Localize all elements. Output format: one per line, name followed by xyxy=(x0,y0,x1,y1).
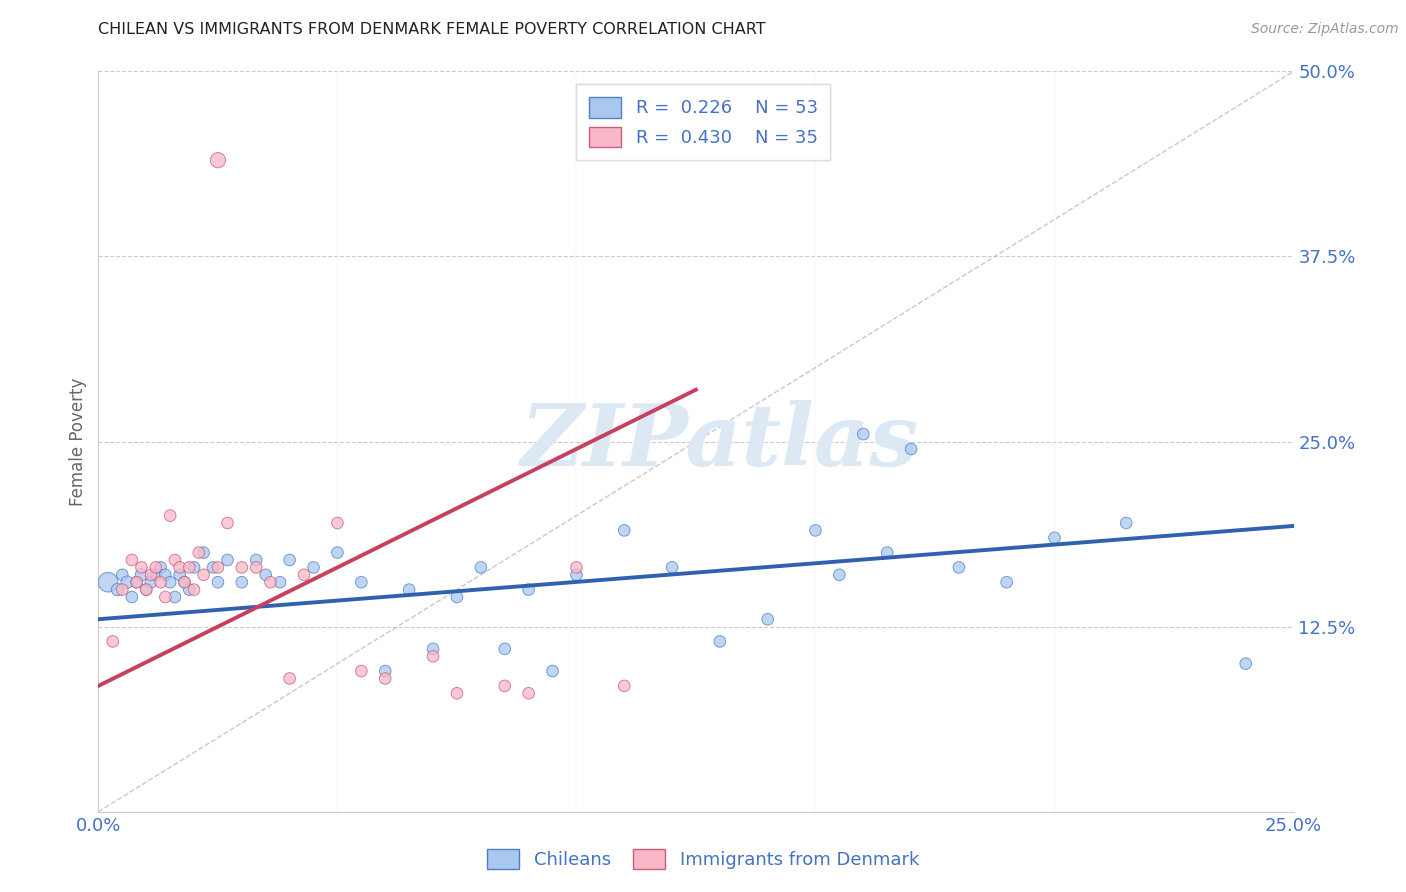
Point xyxy=(125,575,148,590)
Point xyxy=(852,427,875,442)
Point xyxy=(135,582,157,597)
Point xyxy=(661,560,683,574)
Y-axis label: Female Poverty: Female Poverty xyxy=(69,377,87,506)
Point xyxy=(900,442,922,456)
Point xyxy=(804,524,827,538)
Point xyxy=(374,664,396,678)
Point xyxy=(948,560,970,574)
Point xyxy=(159,575,181,590)
Point xyxy=(207,575,229,590)
Point xyxy=(995,575,1018,590)
Point xyxy=(517,582,540,597)
Point xyxy=(756,612,779,626)
Point xyxy=(828,567,851,582)
Legend: R =  0.226    N = 53, R =  0.430    N = 35: R = 0.226 N = 53, R = 0.430 N = 35 xyxy=(576,84,831,160)
Point xyxy=(446,590,468,604)
Point xyxy=(139,575,162,590)
Point xyxy=(163,553,186,567)
Point xyxy=(169,567,191,582)
Point xyxy=(169,560,191,574)
Point xyxy=(173,575,195,590)
Text: Source: ZipAtlas.com: Source: ZipAtlas.com xyxy=(1251,22,1399,37)
Point xyxy=(231,560,253,574)
Point xyxy=(217,553,239,567)
Point xyxy=(187,546,209,560)
Point xyxy=(107,582,129,597)
Point xyxy=(163,590,186,604)
Point xyxy=(517,686,540,700)
Text: ZIPatlas: ZIPatlas xyxy=(520,400,920,483)
Point xyxy=(111,582,134,597)
Point xyxy=(278,672,301,686)
Point xyxy=(1043,531,1066,545)
Point xyxy=(101,634,124,648)
Point xyxy=(207,153,229,168)
Point xyxy=(350,575,373,590)
Point xyxy=(709,634,731,648)
Legend: Chileans, Immigrants from Denmark: Chileans, Immigrants from Denmark xyxy=(478,839,928,879)
Point xyxy=(207,560,229,574)
Point xyxy=(135,582,157,597)
Point xyxy=(217,516,239,530)
Point xyxy=(193,567,215,582)
Point xyxy=(145,567,167,582)
Point xyxy=(613,524,636,538)
Point xyxy=(254,567,277,582)
Point xyxy=(292,567,315,582)
Point xyxy=(149,575,172,590)
Point xyxy=(398,582,420,597)
Point xyxy=(269,575,291,590)
Text: CHILEAN VS IMMIGRANTS FROM DENMARK FEMALE POVERTY CORRELATION CHART: CHILEAN VS IMMIGRANTS FROM DENMARK FEMAL… xyxy=(98,22,766,37)
Point xyxy=(494,641,516,656)
Point xyxy=(565,567,588,582)
Point xyxy=(422,649,444,664)
Point xyxy=(231,575,253,590)
Point xyxy=(121,590,143,604)
Point xyxy=(446,686,468,700)
Point xyxy=(155,567,177,582)
Point xyxy=(139,567,162,582)
Point xyxy=(494,679,516,693)
Point xyxy=(115,575,138,590)
Point xyxy=(179,560,201,574)
Point xyxy=(155,590,177,604)
Point xyxy=(470,560,492,574)
Point xyxy=(613,679,636,693)
Point xyxy=(202,560,225,574)
Point xyxy=(278,553,301,567)
Point xyxy=(149,560,172,574)
Point xyxy=(245,560,267,574)
Point xyxy=(121,553,143,567)
Point xyxy=(259,575,281,590)
Point xyxy=(245,553,267,567)
Point xyxy=(131,560,153,574)
Point xyxy=(97,575,120,590)
Point xyxy=(131,567,153,582)
Point xyxy=(422,641,444,656)
Point xyxy=(350,664,373,678)
Point xyxy=(326,546,349,560)
Point xyxy=(1115,516,1137,530)
Point xyxy=(159,508,181,523)
Point xyxy=(145,560,167,574)
Point xyxy=(565,560,588,574)
Point xyxy=(374,672,396,686)
Point xyxy=(193,546,215,560)
Point xyxy=(876,546,898,560)
Point xyxy=(302,560,325,574)
Point xyxy=(111,567,134,582)
Point xyxy=(173,575,195,590)
Point xyxy=(183,560,205,574)
Point xyxy=(326,516,349,530)
Point xyxy=(125,575,148,590)
Point xyxy=(179,582,201,597)
Point xyxy=(1234,657,1257,671)
Point xyxy=(541,664,564,678)
Point xyxy=(183,582,205,597)
